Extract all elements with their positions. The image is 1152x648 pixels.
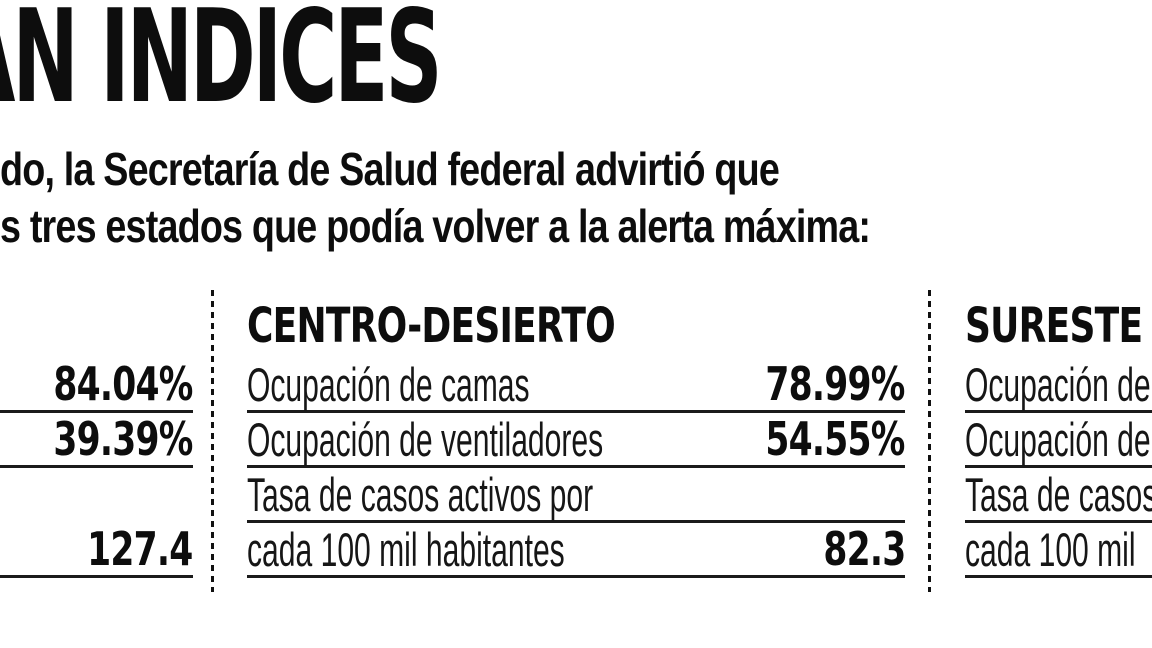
stat-label: Ocupación de ventiladores xyxy=(247,413,604,466)
table-row xyxy=(0,468,193,523)
table-row: Ocupación de xyxy=(965,358,1152,413)
stat-label: Tasa de casos xyxy=(965,468,1152,521)
headline: AN ÍNDICES xyxy=(0,0,443,132)
stat-value: 127.4 xyxy=(87,522,194,576)
table-row: Ocupación de camas 78.99% xyxy=(247,357,906,413)
column-divider-right xyxy=(928,290,931,592)
table-row: Tasa de casos xyxy=(965,468,1152,523)
intro-line-1: do, la Secretaría de Salud federal advir… xyxy=(0,143,780,195)
table-row: 39.39% xyxy=(0,412,194,468)
column-right-rows: Ocupación de Ocupación de Tasa de casos … xyxy=(965,358,1152,578)
stat-value: 78.99% xyxy=(765,357,906,411)
table-row: cada 100 mil xyxy=(965,523,1152,578)
column-left-rows: 84.04% 39.39% 127.4 xyxy=(0,357,194,578)
table-row: 127.4 xyxy=(0,522,194,578)
stat-value: 82.3 xyxy=(822,522,906,576)
stat-label: Ocupación de xyxy=(965,413,1151,466)
intro-paragraph: do, la Secretaría de Salud federal advir… xyxy=(0,141,871,255)
stat-label: cada 100 mil xyxy=(965,523,1136,576)
table-row: Ocupación de xyxy=(965,413,1152,468)
table-row: Ocupación de ventiladores 54.55% xyxy=(247,412,906,468)
table-row: cada 100 mil habitantes 82.3 xyxy=(247,522,906,578)
region-title: SURESTE xyxy=(965,298,1143,354)
column-divider-left xyxy=(211,290,214,592)
stat-label: Ocupación de xyxy=(965,358,1151,411)
table-row: Tasa de casos activos por xyxy=(247,468,905,523)
stat-label: Tasa de casos activos por xyxy=(247,468,594,521)
column-center-rows: Ocupación de camas 78.99% Ocupación de v… xyxy=(247,357,906,578)
stat-value: 39.39% xyxy=(53,412,194,466)
intro-line-2: s tres estados que podía volver a la ale… xyxy=(0,200,871,252)
stat-label: cada 100 mil habitantes xyxy=(247,523,565,576)
stat-value: 54.55% xyxy=(765,412,906,466)
stat-value: 84.04% xyxy=(53,357,194,411)
region-title: CENTRO-DESIERTO xyxy=(247,298,616,354)
table-row: 84.04% xyxy=(0,357,194,413)
stat-label: Ocupación de camas xyxy=(247,358,530,411)
